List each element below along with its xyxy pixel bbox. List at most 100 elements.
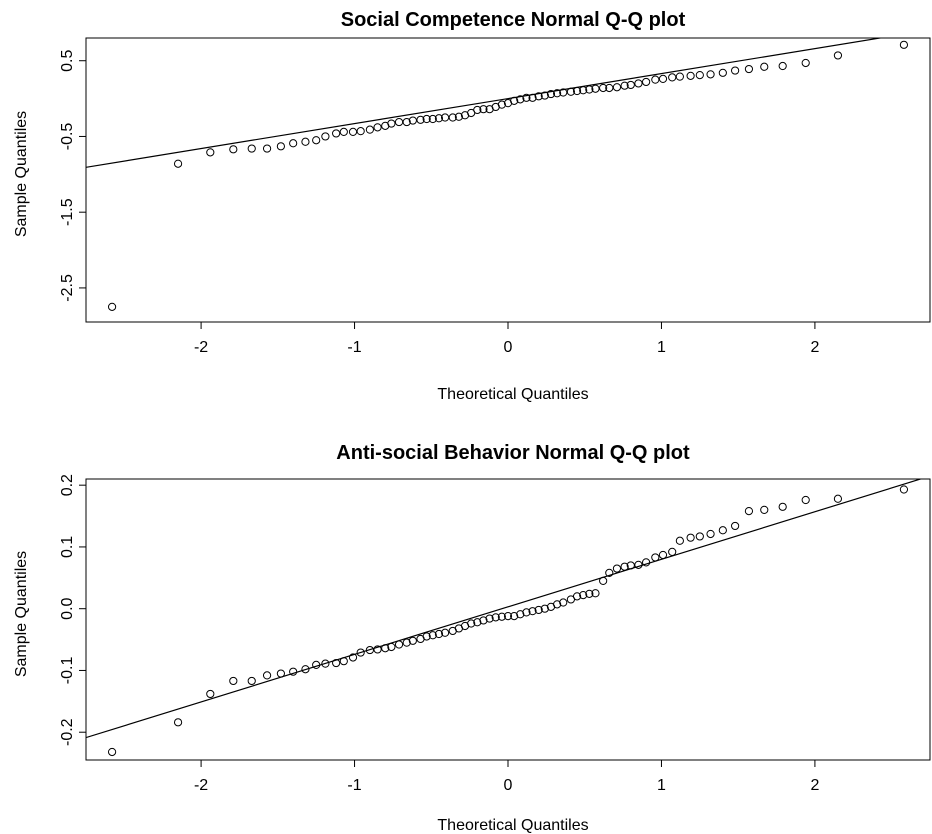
y-tick-label: -2.5 (59, 274, 76, 302)
data-point (899, 40, 909, 49)
data-point (778, 502, 787, 511)
data-point (599, 576, 608, 586)
x-tick-label: -1 (347, 777, 361, 794)
data-point (394, 640, 404, 649)
data-point (833, 494, 843, 503)
y-tick-label: -0.1 (59, 657, 76, 685)
data-point (534, 92, 543, 101)
data-point (566, 87, 576, 96)
qq-reference-line (86, 479, 923, 739)
data-point (778, 61, 787, 71)
y-tick-label: 0.2 (59, 474, 76, 496)
data-point (553, 600, 562, 609)
social-competence-qq-plot: Social Competence Normal Q-Q plot Theore… (13, 9, 931, 403)
data-point (642, 77, 651, 87)
data-point (422, 114, 431, 124)
chart-title: Anti-social Behavior Normal Q-Q plot (336, 442, 690, 464)
data-point (744, 64, 754, 74)
data-point (262, 144, 272, 153)
data-point (559, 598, 568, 607)
data-point (373, 123, 382, 132)
plot-frame (85, 37, 931, 323)
data-point (497, 612, 506, 621)
data-point (668, 73, 677, 82)
data-point (229, 676, 238, 686)
data-point (348, 653, 358, 662)
data-point (247, 144, 256, 153)
x-tick-label: 0 (504, 339, 513, 356)
data-point (695, 532, 704, 541)
data-point (503, 612, 513, 621)
data-point (651, 553, 660, 562)
data-point (332, 658, 341, 668)
data-point (312, 660, 321, 669)
data-point (402, 638, 411, 647)
data-point (744, 507, 754, 516)
data-point (321, 132, 330, 141)
data-point (599, 83, 608, 93)
data-point (579, 591, 588, 600)
x-tick-label: -1 (347, 339, 361, 356)
data-point (448, 113, 457, 122)
data-point (553, 89, 562, 98)
data-point (428, 631, 437, 640)
data-point (658, 74, 668, 83)
data-point (434, 114, 444, 123)
data-point (760, 505, 769, 514)
y-tick-label: 0.5 (59, 50, 76, 72)
y-axis-label: Sample Quantiles (13, 111, 30, 237)
x-tick-label: 2 (810, 339, 819, 356)
data-point (695, 71, 704, 80)
data-point (301, 665, 310, 674)
data-point (454, 112, 463, 121)
data-point (289, 667, 298, 676)
data-point (394, 117, 404, 127)
data-point (107, 302, 117, 311)
data-point (585, 589, 594, 598)
data-point (546, 89, 556, 99)
data-point (107, 747, 117, 757)
data-point (572, 592, 582, 601)
data-point (801, 495, 810, 505)
data-point (321, 659, 330, 668)
data-point (434, 629, 444, 639)
data-point (301, 137, 310, 146)
data-point (620, 81, 629, 90)
data-point (540, 91, 549, 100)
data-point (516, 610, 525, 619)
y-tick-label: 0.1 (59, 536, 76, 558)
data-point (642, 558, 651, 567)
data-point (612, 83, 622, 92)
data-point (706, 529, 715, 539)
data-point (612, 564, 622, 573)
data-point (620, 562, 629, 571)
data-point (416, 115, 425, 124)
anti-social-behavior-qq-plot: Anti-social Behavior Normal Q-Q plot The… (13, 442, 931, 834)
data-point (534, 605, 543, 615)
data-point (686, 71, 695, 80)
data-point (801, 58, 810, 68)
data-point (634, 560, 643, 569)
data-point (473, 618, 482, 627)
data-point (289, 139, 298, 148)
data-point (540, 604, 549, 613)
y-tick-label: 0.0 (59, 597, 76, 619)
data-point (686, 533, 695, 542)
data-point (585, 85, 594, 94)
data-point (339, 657, 348, 666)
data-point (365, 125, 374, 134)
data-point (206, 148, 215, 157)
data-point (591, 589, 600, 598)
data-point (668, 547, 677, 556)
data-point (497, 100, 506, 109)
data-point (706, 70, 715, 79)
data-point (356, 127, 365, 136)
data-point (731, 66, 740, 75)
data-point (626, 561, 635, 570)
data-point (387, 642, 396, 652)
data-point (675, 536, 684, 545)
data-point (479, 616, 488, 625)
data-point (651, 75, 660, 84)
y-axis-label: Sample Quantiles (13, 551, 30, 677)
